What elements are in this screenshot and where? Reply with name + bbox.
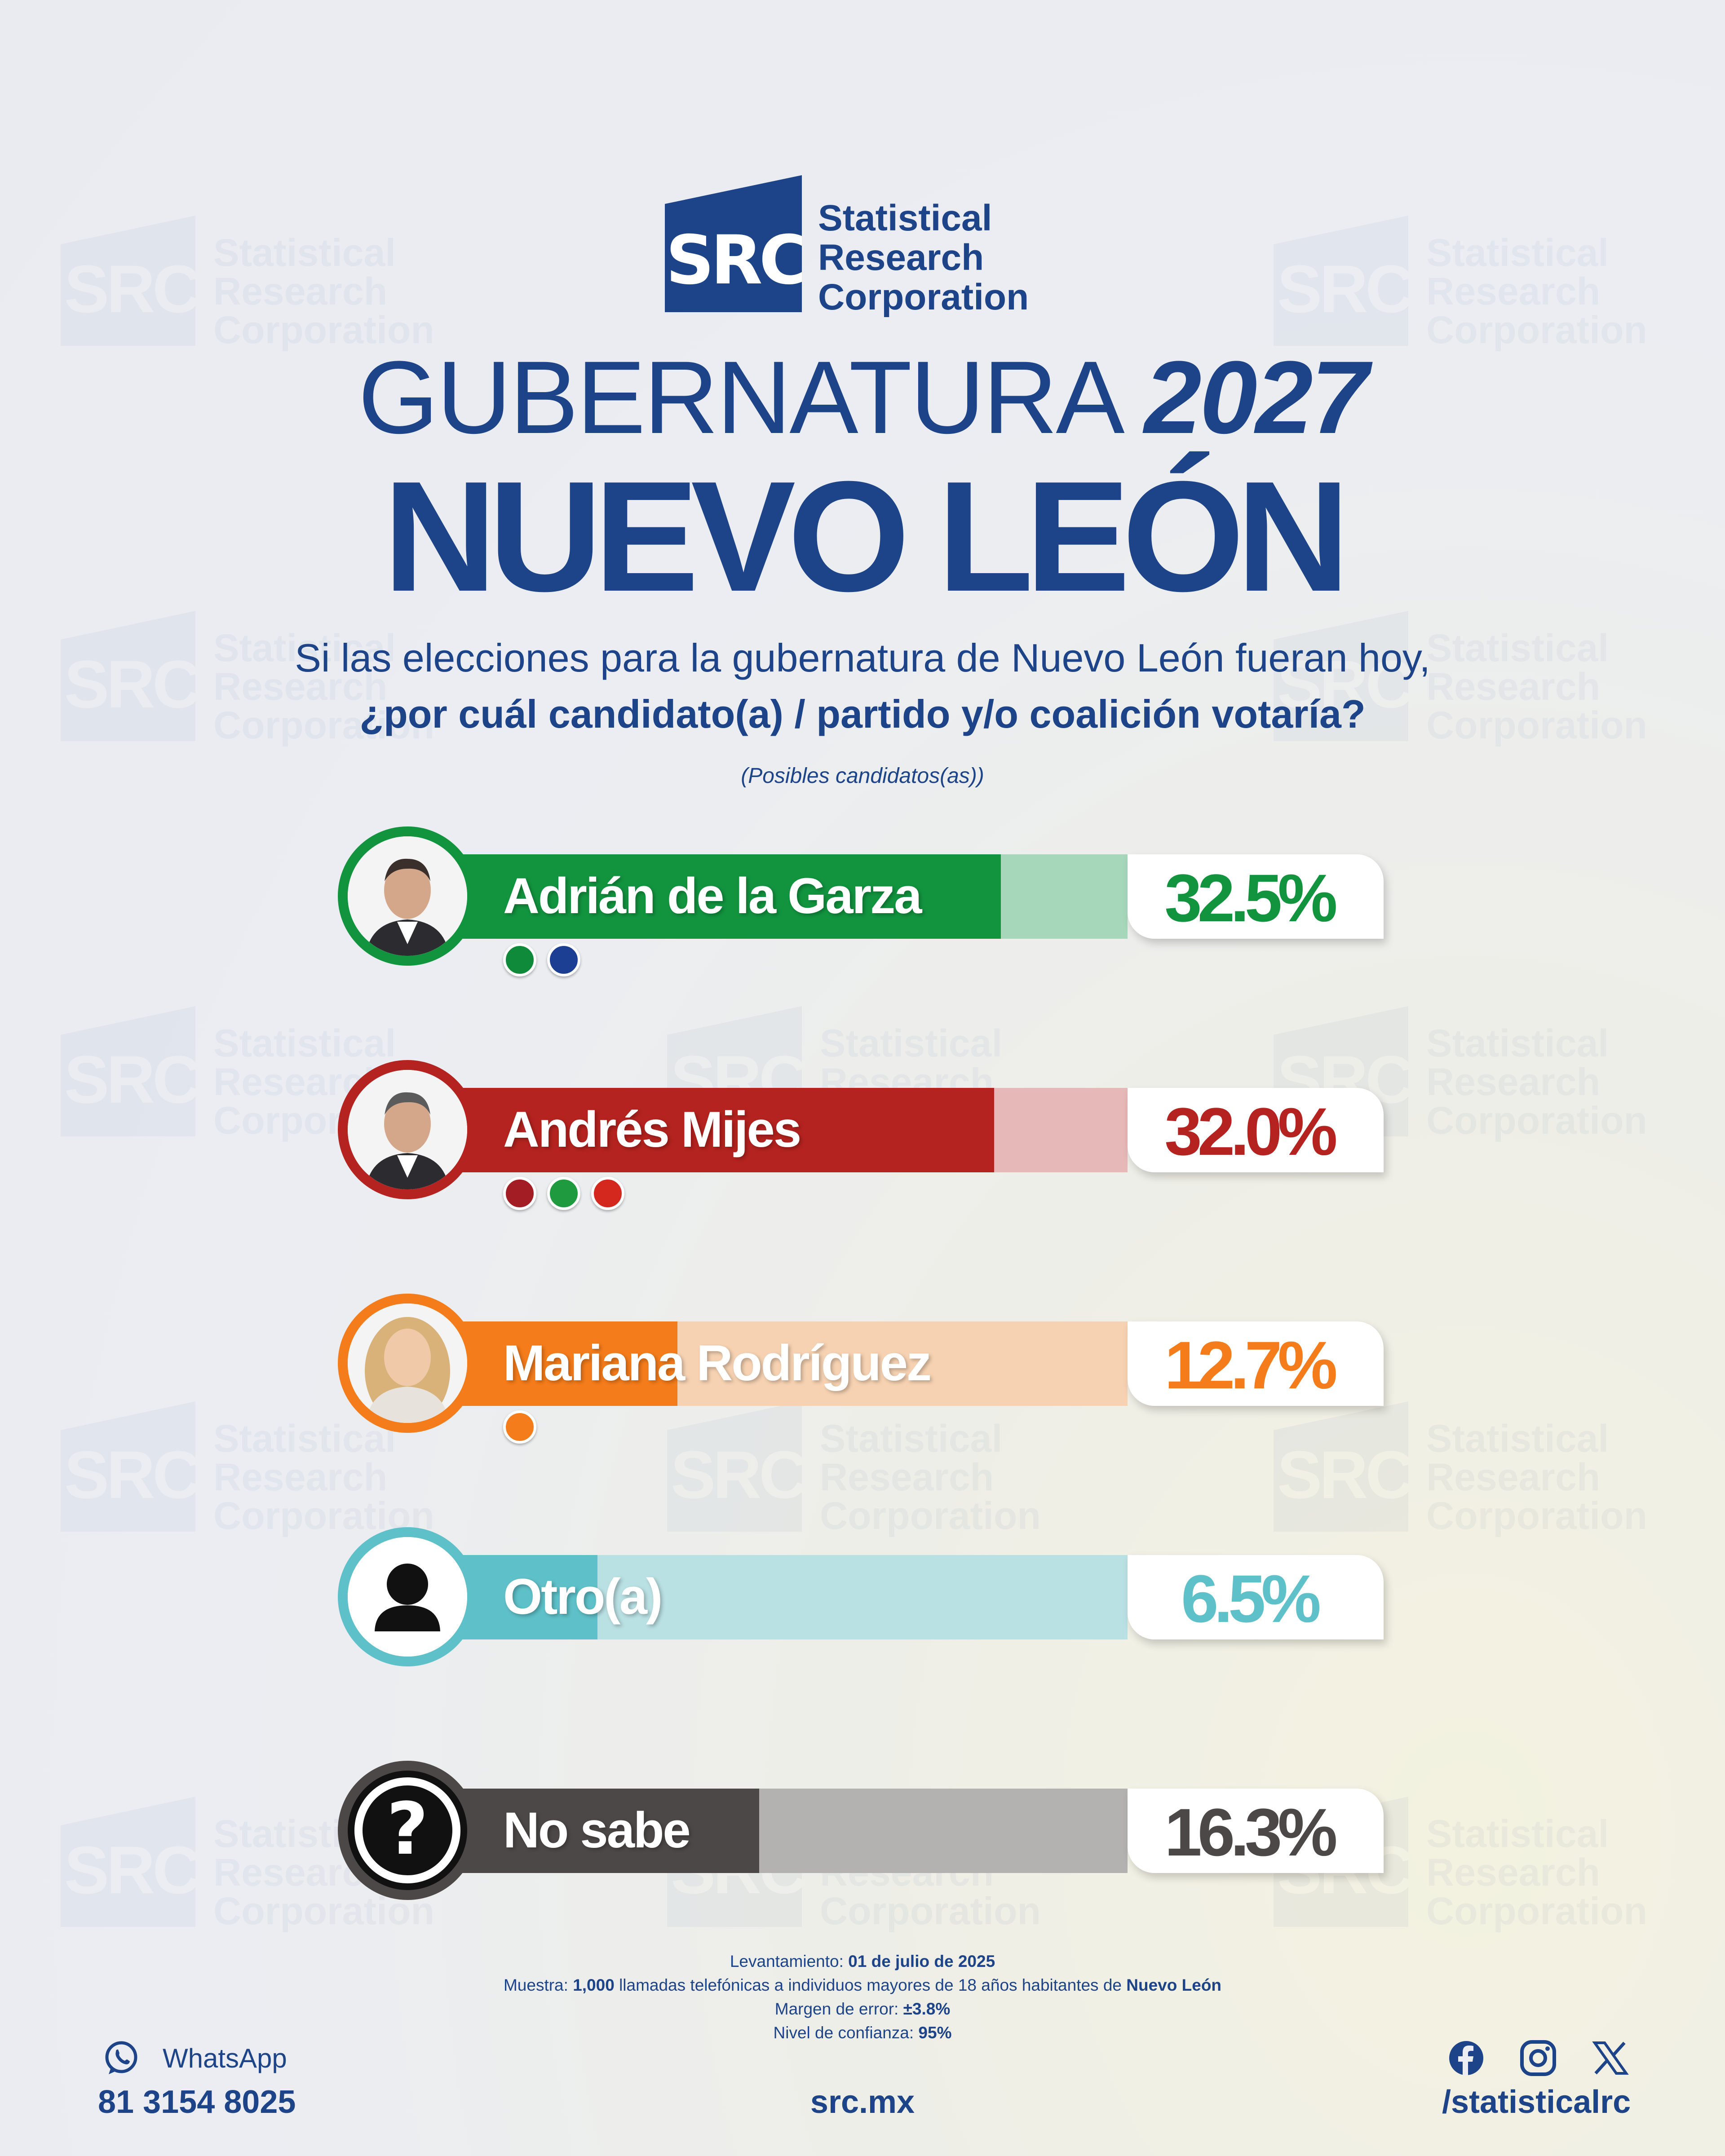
logo-wordmark: Statistical Research Corporation (818, 199, 1029, 317)
value-box (1128, 1789, 1384, 1873)
src-logo-mark: SRC (665, 175, 802, 312)
bar-fill (454, 1555, 597, 1639)
value-label: 16.3% (1164, 1794, 1337, 1870)
bar-row: Otro(a) 6.5% (0, 1527, 1725, 1675)
value-box (1128, 1321, 1384, 1406)
value-box (1128, 854, 1384, 939)
bar-fill (454, 854, 1001, 939)
logo-line-1: Statistical (818, 198, 992, 239)
bar-row: Adrián de la Garza 32.5% (0, 826, 1725, 976)
bar-track (454, 854, 1128, 939)
methodology-line-1: Levantamiento: 01 de julio de 2025 (730, 1952, 995, 1970)
question-icon: ? (338, 1761, 477, 1900)
party-logo-morena-icon (503, 1177, 536, 1210)
party-logo-mc-icon (503, 1410, 536, 1444)
question-line-1: Si las elecciones para la gubernatura de… (295, 636, 1430, 680)
party-logo-pri-icon (503, 943, 536, 976)
title-gubernatura: GUBERNATURA 2027 (0, 346, 1725, 449)
value-label: 12.7% (1164, 1327, 1337, 1403)
candidate-photo (338, 826, 477, 966)
instagram-icon[interactable] (1519, 2039, 1557, 2077)
x-icon[interactable] (1591, 2039, 1629, 2077)
title-state: NUEVO LEÓN (383, 449, 1350, 624)
bar-track (454, 1789, 1128, 1873)
value-box (1128, 1088, 1384, 1172)
logo-mark-text: SRC (666, 221, 805, 300)
value-label: 32.0% (1164, 1094, 1337, 1169)
category-label: Andrés Mijes (503, 1101, 801, 1158)
phone-number[interactable]: 81 3154 8025 (98, 2084, 296, 2120)
category-label: Adrián de la Garza (503, 868, 922, 924)
methodology-line-4: Nivel de confianza: 95% (773, 2023, 952, 2042)
value-box (1128, 1555, 1384, 1639)
question-line-2: ¿por cuál candidato(a) / partido y/o coa… (359, 692, 1366, 736)
category-label: No sabe (503, 1802, 691, 1858)
value-label: 6.5% (1181, 1561, 1321, 1636)
methodology-line-2: Muestra: 1,000 llamadas telefónicas a in… (503, 1976, 1222, 1994)
logo-line-2: Research (818, 237, 984, 278)
bar-track (454, 1088, 1128, 1172)
title-year: 2027 (1144, 340, 1369, 455)
question-note: (Posibles candidatos(as)) (741, 764, 984, 788)
bar-fill (454, 1321, 677, 1406)
title-part1: GUBERNATURA (358, 340, 1119, 455)
website-link[interactable]: src.mx (810, 2084, 915, 2120)
svg-text:?: ? (387, 1787, 429, 1871)
bar-fill (454, 1789, 759, 1873)
party-logo-verde-icon (547, 1177, 580, 1210)
src-logo: SRC Statistical Research Corporation (665, 175, 1029, 317)
category-label: Otro(a) (503, 1568, 663, 1625)
bar-row: Mariana Rodríguez 12.7% (0, 1294, 1725, 1444)
bar-row: Andrés Mijes 32.0% (0, 1060, 1725, 1210)
candidate-photo (338, 1294, 477, 1433)
whatsapp-icon[interactable] (102, 2039, 140, 2077)
social-handle[interactable]: /statisticalrc (1442, 2084, 1631, 2120)
bar-fill (454, 1088, 994, 1172)
facebook-icon[interactable] (1447, 2039, 1485, 2077)
party-logo-pt-icon (591, 1177, 624, 1210)
category-label: Mariana Rodríguez (503, 1335, 932, 1391)
whatsapp-label[interactable]: WhatsApp (163, 2043, 287, 2073)
bar-row: No sabe 16.3%? (0, 1761, 1725, 1909)
methodology: Levantamiento: 01 de julio de 2025 Muest… (0, 1949, 1725, 2045)
value-label: 32.5% (1164, 860, 1337, 936)
bar-track (454, 1321, 1128, 1406)
person-icon (338, 1527, 477, 1666)
candidate-photo (338, 1060, 477, 1199)
bar-track (454, 1555, 1128, 1639)
methodology-line-3: Margen de error: ±3.8% (774, 2000, 951, 2018)
party-logo-pan-icon (547, 943, 580, 976)
logo-line-3: Corporation (818, 277, 1029, 318)
